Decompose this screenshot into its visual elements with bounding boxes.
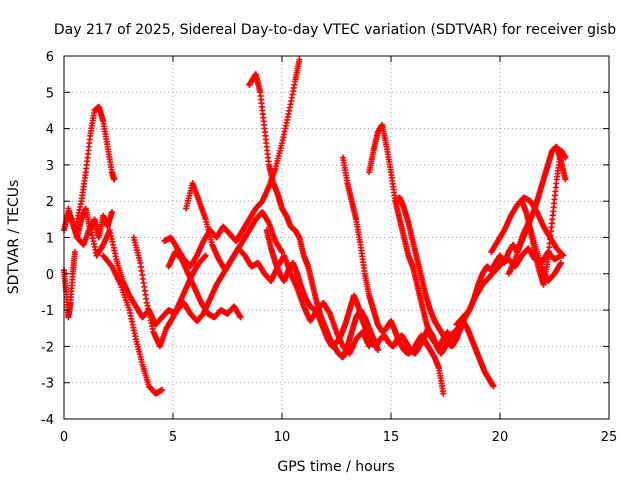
data-point	[202, 252, 209, 259]
series-s4	[74, 223, 185, 328]
axis-ticks: 0 5 10 15 20 25 -4 -3 -2 -1 0 1 2 3 4 5 6	[41, 50, 617, 445]
data-point	[440, 390, 447, 397]
data-point	[159, 386, 166, 393]
grid	[64, 56, 609, 419]
x-tick-label: 25	[601, 430, 618, 445]
y-tick-label: -4	[41, 413, 54, 428]
y-tick-label: 0	[46, 268, 54, 283]
data-point	[374, 347, 381, 354]
y-tick-label: -3	[41, 377, 54, 392]
data-point	[237, 314, 244, 321]
series-s2	[61, 249, 78, 321]
data-point	[108, 209, 115, 216]
chart-title: Day 217 of 2025, Sidereal Day-to-day VTE…	[54, 22, 616, 38]
data-point	[490, 383, 497, 390]
x-tick-label: 20	[492, 430, 509, 445]
y-tick-label: 1	[46, 232, 54, 247]
series-s5	[100, 252, 166, 397]
data-point	[296, 56, 303, 63]
y-tick-label: 6	[46, 50, 54, 65]
x-tick-label: 10	[274, 430, 291, 445]
data-point	[279, 249, 285, 256]
x-tick-label: 15	[383, 430, 400, 445]
data-point	[444, 328, 451, 335]
y-tick-label: -2	[41, 340, 54, 355]
y-tick-label: -1	[41, 304, 54, 319]
y-tick-label: 4	[46, 123, 54, 138]
series-s12	[263, 227, 497, 390]
y-tick-label: 5	[46, 86, 54, 101]
y-axis-label: SDTVAR / TECUs	[6, 180, 22, 295]
x-tick-label: 0	[60, 430, 68, 445]
series-s13	[340, 154, 447, 397]
data-series	[61, 56, 569, 397]
data-point	[111, 176, 118, 183]
series-s8	[161, 56, 303, 270]
series-s14	[366, 121, 451, 350]
y-tick-label: 3	[46, 159, 54, 174]
data-point	[71, 249, 78, 256]
x-tick-label: 5	[169, 430, 177, 445]
series-s15	[392, 143, 569, 350]
y-tick-label: 2	[46, 195, 54, 210]
x-axis-label: GPS time / hours	[277, 459, 394, 475]
data-point	[366, 343, 373, 350]
series-s3	[65, 103, 118, 234]
